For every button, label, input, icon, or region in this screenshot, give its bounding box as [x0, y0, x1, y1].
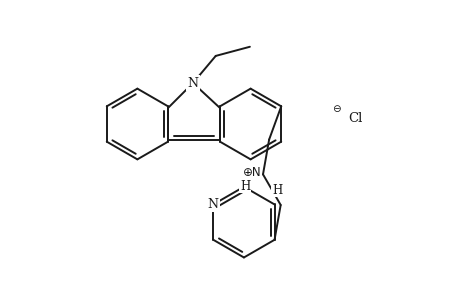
Text: ⊕N: ⊕N: [242, 166, 260, 179]
Text: Cl: Cl: [347, 112, 362, 124]
Text: ⊖: ⊖: [331, 104, 340, 114]
Text: N: N: [207, 198, 218, 211]
Text: N: N: [187, 76, 198, 89]
Text: H: H: [271, 184, 281, 197]
Text: H: H: [239, 180, 250, 193]
